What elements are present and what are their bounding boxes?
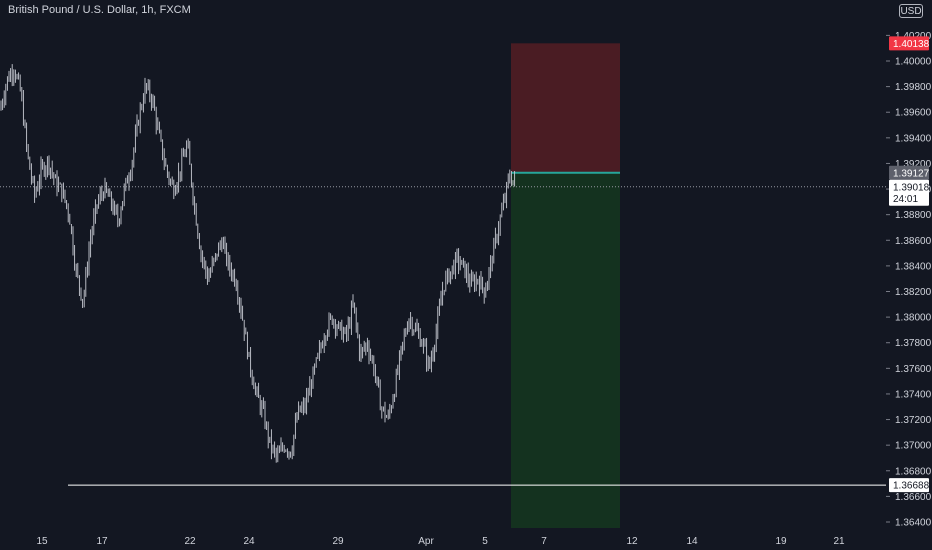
stop-price-badge: 1.40138 <box>893 39 930 50</box>
chart-title: British Pound / U.S. Dollar, 1h, FXCM <box>8 4 191 16</box>
y-tick-label: 1.40000 <box>895 57 932 68</box>
y-tick-label: 1.38200 <box>895 287 932 298</box>
current-price-badge-countdown: 24:01 <box>893 194 918 205</box>
support-price-badge: 1.36688 <box>893 481 930 492</box>
currency-button[interactable]: USD <box>899 4 923 18</box>
x-tick-label: 5 <box>482 536 488 547</box>
y-tick-label: 1.39800 <box>895 82 932 93</box>
y-tick-label: 1.36600 <box>895 492 932 503</box>
y-tick-label: 1.38600 <box>895 236 932 247</box>
y-tick-label: 1.36400 <box>895 518 932 529</box>
stop-loss-zone <box>511 43 620 173</box>
current-price-badge-bg <box>889 179 929 206</box>
y-tick-label: 1.37200 <box>895 415 932 426</box>
support-price-badge-bg <box>889 478 929 493</box>
take-profit-zone <box>511 172 620 529</box>
x-tick-label: 12 <box>626 536 638 547</box>
entry-price-badge: 1.39127 <box>893 168 930 179</box>
x-tick-label: Apr <box>418 536 434 547</box>
y-tick-label: 1.39200 <box>895 159 932 170</box>
x-tick-label: 29 <box>332 536 344 547</box>
x-tick-label: 21 <box>833 536 845 547</box>
candles <box>0 64 516 463</box>
y-tick-label: 1.39400 <box>895 133 932 144</box>
time-axis[interactable]: 15 17 22 24 29 Apr 5 7 12 14 19 21 <box>36 536 845 547</box>
y-tick-label: 1.38400 <box>895 261 932 272</box>
x-tick-label: 24 <box>243 536 255 547</box>
y-tick-label: 1.37400 <box>895 389 932 400</box>
x-tick-label: 17 <box>96 536 108 547</box>
x-tick-label: 15 <box>36 536 48 547</box>
stop-price-badge-bg <box>889 36 929 51</box>
y-tick-label: 1.39600 <box>895 108 932 119</box>
x-tick-label: 14 <box>686 536 698 547</box>
y-tick-label: 1.36800 <box>895 466 932 477</box>
x-tick-label: 19 <box>775 536 787 547</box>
x-tick-label: 22 <box>184 536 196 547</box>
current-price-badge: 1.39018 <box>893 182 930 193</box>
price-axis[interactable]: 1.402001.400001.398001.396001.394001.392… <box>886 31 932 529</box>
entry-price-badge-bg <box>889 165 929 180</box>
x-tick-label: 7 <box>541 536 547 547</box>
y-tick-label: 1.37000 <box>895 441 932 452</box>
y-tick-label: 1.38000 <box>895 313 932 324</box>
y-tick-label: 1.37800 <box>895 338 932 349</box>
y-tick-label: 1.38800 <box>895 210 932 221</box>
y-tick-label: 1.37600 <box>895 364 932 375</box>
plot-area[interactable] <box>0 43 886 529</box>
